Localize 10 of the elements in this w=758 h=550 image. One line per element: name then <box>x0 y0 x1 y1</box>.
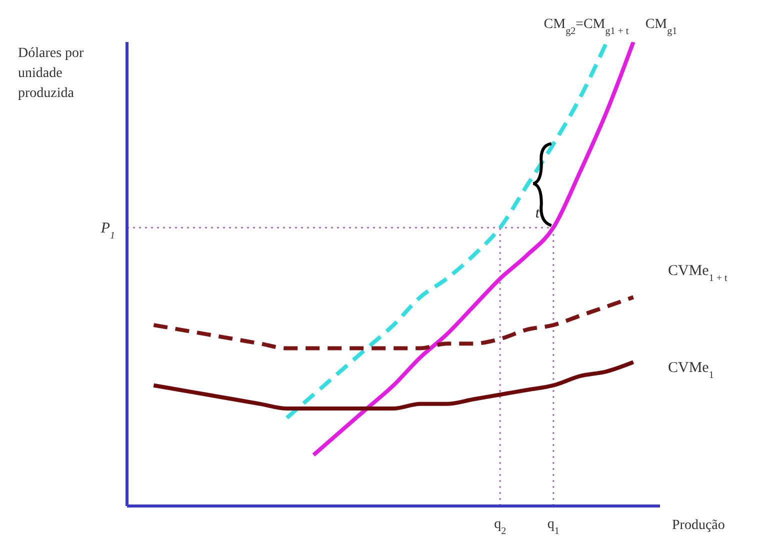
x-tick-label: q$_{2}$ <box>494 517 506 536</box>
x-tick-label: q$_{1}$ <box>547 517 560 536</box>
text: CVMe$_{1}$ <box>668 360 714 381</box>
series-label: CM$_{g1}$ <box>645 17 678 36</box>
series-label: CM$_{g2}$=CM$_{g1 + t}$ <box>544 17 629 36</box>
annotation: t <box>535 206 540 222</box>
text: CVMe$_{1 + t}$ <box>668 263 728 284</box>
ref-line-label: P$_{1}$ <box>100 220 115 242</box>
y-axis-title: Dólares por unidade produzida <box>18 45 85 103</box>
x-axis-title: Produção <box>672 518 725 534</box>
